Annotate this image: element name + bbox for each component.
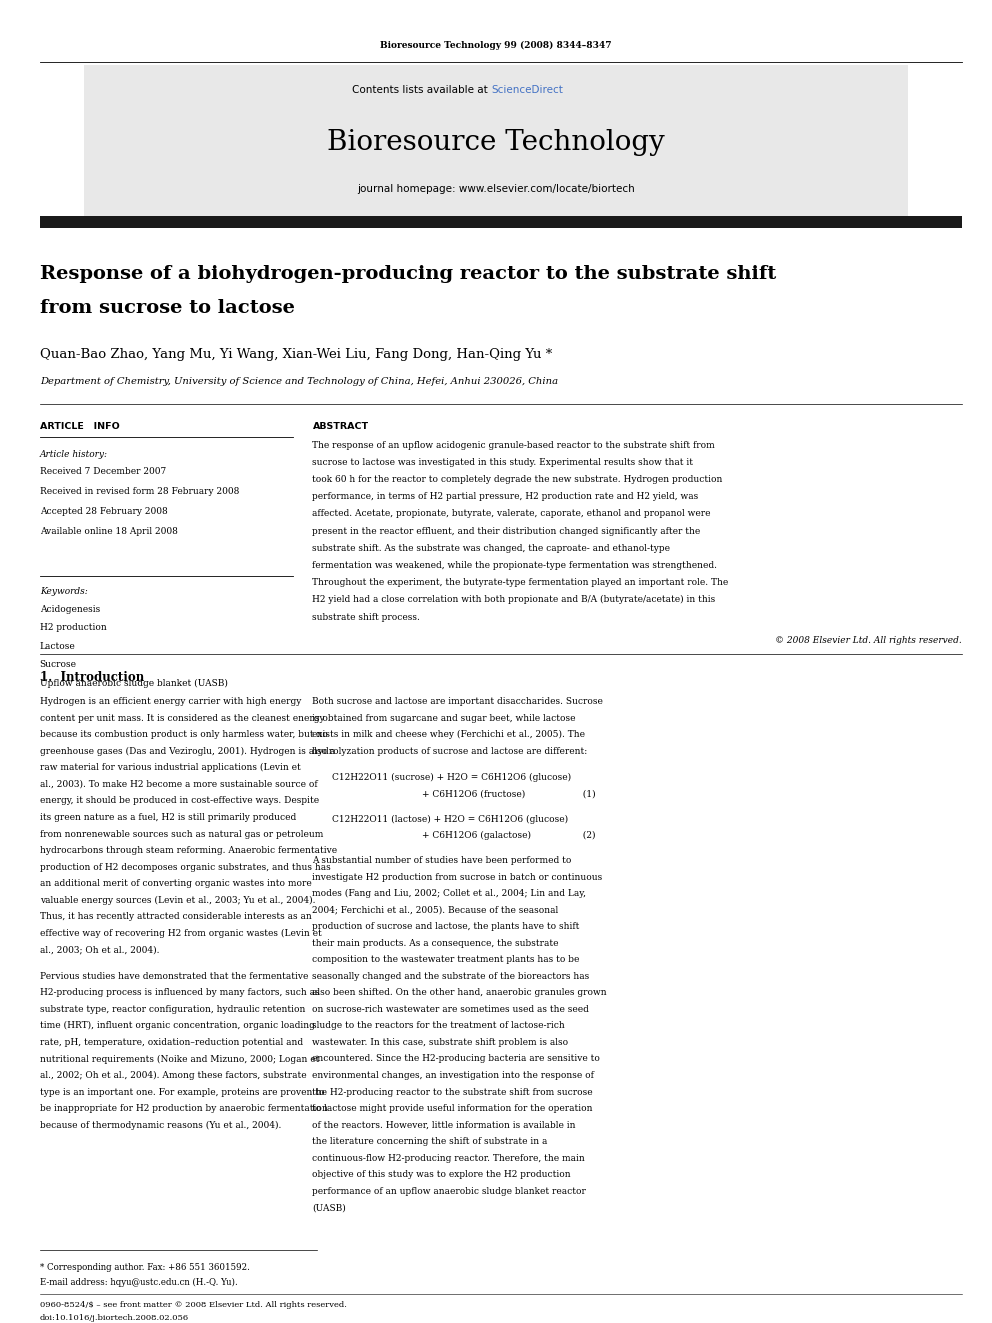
Text: A substantial number of studies have been performed to: A substantial number of studies have bee… <box>312 856 571 865</box>
Text: their main products. As a consequence, the substrate: their main products. As a consequence, t… <box>312 938 558 947</box>
Text: Available online 18 April 2008: Available online 18 April 2008 <box>40 527 178 536</box>
Text: substrate type, reactor configuration, hydraulic retention: substrate type, reactor configuration, h… <box>40 1004 306 1013</box>
Text: al., 2003; Oh et al., 2004).: al., 2003; Oh et al., 2004). <box>40 945 159 954</box>
Text: (UASB): (UASB) <box>312 1203 346 1212</box>
Text: Keywords:: Keywords: <box>40 587 87 597</box>
Text: doi:10.1016/j.biortech.2008.02.056: doi:10.1016/j.biortech.2008.02.056 <box>40 1314 188 1322</box>
Text: affected. Acetate, propionate, butyrate, valerate, caporate, ethanol and propano: affected. Acetate, propionate, butyrate,… <box>312 509 711 519</box>
Text: Response of a biohydrogen-producing reactor to the substrate shift: Response of a biohydrogen-producing reac… <box>40 265 776 283</box>
Text: content per unit mass. It is considered as the cleanest energy: content per unit mass. It is considered … <box>40 714 324 722</box>
Text: Contents lists available at: Contents lists available at <box>352 85 491 95</box>
Text: sludge to the reactors for the treatment of lactose-rich: sludge to the reactors for the treatment… <box>312 1021 565 1031</box>
Text: * Corresponding author. Fax: +86 551 3601592.: * Corresponding author. Fax: +86 551 360… <box>40 1263 250 1273</box>
Text: H2-producing process is influenced by many factors, such as: H2-producing process is influenced by ma… <box>40 988 319 998</box>
FancyBboxPatch shape <box>40 216 962 228</box>
Text: E-mail address: hqyu@ustc.edu.cn (H.-Q. Yu).: E-mail address: hqyu@ustc.edu.cn (H.-Q. … <box>40 1278 237 1287</box>
Text: © 2008 Elsevier Ltd. All rights reserved.: © 2008 Elsevier Ltd. All rights reserved… <box>776 636 962 646</box>
Text: is obtained from sugarcane and sugar beet, while lactose: is obtained from sugarcane and sugar bee… <box>312 714 576 722</box>
Text: to lactose might provide useful information for the operation: to lactose might provide useful informat… <box>312 1103 593 1113</box>
Text: substrate shift. As the substrate was changed, the caproate- and ethanol-type: substrate shift. As the substrate was ch… <box>312 544 671 553</box>
Text: objective of this study was to explore the H2 production: objective of this study was to explore t… <box>312 1170 571 1179</box>
Text: journal homepage: www.elsevier.com/locate/biortech: journal homepage: www.elsevier.com/locat… <box>357 184 635 194</box>
Text: raw material for various industrial applications (Levin et: raw material for various industrial appl… <box>40 763 301 773</box>
Text: on sucrose-rich wastewater are sometimes used as the seed: on sucrose-rich wastewater are sometimes… <box>312 1004 589 1013</box>
Text: hydrocarbons through steam reforming. Anaerobic fermentative: hydrocarbons through steam reforming. An… <box>40 845 337 855</box>
FancyBboxPatch shape <box>84 65 908 228</box>
Text: Upflow anaerobic sludge blanket (UASB): Upflow anaerobic sludge blanket (UASB) <box>40 679 227 688</box>
Text: the literature concerning the shift of substrate in a: the literature concerning the shift of s… <box>312 1136 548 1146</box>
Text: production of sucrose and lactose, the plants have to shift: production of sucrose and lactose, the p… <box>312 922 580 931</box>
Text: Department of Chemistry, University of Science and Technology of China, Hefei, A: Department of Chemistry, University of S… <box>40 377 558 386</box>
Text: energy, it should be produced in cost-effective ways. Despite: energy, it should be produced in cost-ef… <box>40 796 318 806</box>
Text: 0960-8524/$ – see front matter © 2008 Elsevier Ltd. All rights reserved.: 0960-8524/$ – see front matter © 2008 El… <box>40 1301 346 1308</box>
Text: because its combustion product is only harmless water, but no: because its combustion product is only h… <box>40 730 327 740</box>
Text: modes (Fang and Liu, 2002; Collet et al., 2004; Lin and Lay,: modes (Fang and Liu, 2002; Collet et al.… <box>312 889 586 898</box>
Text: greenhouse gases (Das and Veziroglu, 2001). Hydrogen is also a: greenhouse gases (Das and Veziroglu, 200… <box>40 746 335 755</box>
Text: valuable energy sources (Levin et al., 2003; Yu et al., 2004).: valuable energy sources (Levin et al., 2… <box>40 896 315 905</box>
Text: an additional merit of converting organic wastes into more: an additional merit of converting organi… <box>40 878 311 888</box>
Text: encountered. Since the H2-producing bacteria are sensitive to: encountered. Since the H2-producing bact… <box>312 1054 600 1064</box>
Text: substrate shift process.: substrate shift process. <box>312 613 421 622</box>
Text: type is an important one. For example, proteins are proven to: type is an important one. For example, p… <box>40 1088 324 1097</box>
Text: al., 2003). To make H2 become a more sustainable source of: al., 2003). To make H2 become a more sus… <box>40 779 317 789</box>
Text: performance of an upflow anaerobic sludge blanket reactor: performance of an upflow anaerobic sludg… <box>312 1187 586 1196</box>
Text: from sucrose to lactose: from sucrose to lactose <box>40 299 295 318</box>
Text: sucrose to lactose was investigated in this study. Experimental results show tha: sucrose to lactose was investigated in t… <box>312 458 693 467</box>
Text: 2004; Ferchichi et al., 2005). Because of the seasonal: 2004; Ferchichi et al., 2005). Because o… <box>312 905 558 914</box>
Text: present in the reactor effluent, and their distribution changed significantly af: present in the reactor effluent, and the… <box>312 527 700 536</box>
Text: exists in milk and cheese whey (Ferchichi et al., 2005). The: exists in milk and cheese whey (Ferchich… <box>312 730 585 740</box>
Text: Hydrogen is an efficient energy carrier with high energy: Hydrogen is an efficient energy carrier … <box>40 697 301 706</box>
Text: H2 yield had a close correlation with both propionate and B/A (butyrate/acetate): H2 yield had a close correlation with bo… <box>312 595 716 605</box>
Text: time (HRT), influent organic concentration, organic loading: time (HRT), influent organic concentrati… <box>40 1021 314 1031</box>
Text: composition to the wastewater treatment plants has to be: composition to the wastewater treatment … <box>312 955 580 964</box>
Text: al., 2002; Oh et al., 2004). Among these factors, substrate: al., 2002; Oh et al., 2004). Among these… <box>40 1070 307 1080</box>
Text: Bioresource Technology 99 (2008) 8344–8347: Bioresource Technology 99 (2008) 8344–83… <box>380 41 612 49</box>
Text: Quan-Bao Zhao, Yang Mu, Yi Wang, Xian-Wei Liu, Fang Dong, Han-Qing Yu *: Quan-Bao Zhao, Yang Mu, Yi Wang, Xian-We… <box>40 348 552 361</box>
Text: seasonally changed and the substrate of the bioreactors has: seasonally changed and the substrate of … <box>312 971 589 980</box>
Text: H2 production: H2 production <box>40 623 106 632</box>
Text: ScienceDirect: ScienceDirect <box>491 85 562 95</box>
Text: its green nature as a fuel, H2 is still primarily produced: its green nature as a fuel, H2 is still … <box>40 812 296 822</box>
Text: of the reactors. However, little information is available in: of the reactors. However, little informa… <box>312 1121 576 1130</box>
Text: + C6H12O6 (fructose)                    (1): + C6H12O6 (fructose) (1) <box>422 790 595 799</box>
Text: effective way of recovering H2 from organic wastes (Levin et: effective way of recovering H2 from orga… <box>40 929 321 938</box>
Text: hydrolyzation products of sucrose and lactose are different:: hydrolyzation products of sucrose and la… <box>312 746 587 755</box>
Text: because of thermodynamic reasons (Yu et al., 2004).: because of thermodynamic reasons (Yu et … <box>40 1121 281 1130</box>
Text: Thus, it has recently attracted considerable interests as an: Thus, it has recently attracted consider… <box>40 912 311 921</box>
Text: Sucrose: Sucrose <box>40 660 76 669</box>
Text: Pervious studies have demonstrated that the fermentative: Pervious studies have demonstrated that … <box>40 971 309 980</box>
Text: ARTICLE   INFO: ARTICLE INFO <box>40 422 119 431</box>
Text: environmental changes, an investigation into the response of: environmental changes, an investigation … <box>312 1070 594 1080</box>
Text: nutritional requirements (Noike and Mizuno, 2000; Logan et: nutritional requirements (Noike and Mizu… <box>40 1054 319 1064</box>
Text: The response of an upflow acidogenic granule-based reactor to the substrate shif: The response of an upflow acidogenic gra… <box>312 441 715 450</box>
Text: Bioresource Technology: Bioresource Technology <box>327 130 665 156</box>
Text: continuous-flow H2-producing reactor. Therefore, the main: continuous-flow H2-producing reactor. Th… <box>312 1154 585 1163</box>
Text: performance, in terms of H2 partial pressure, H2 production rate and H2 yield, w: performance, in terms of H2 partial pres… <box>312 492 698 501</box>
Text: Both sucrose and lactose are important disaccharides. Sucrose: Both sucrose and lactose are important d… <box>312 697 603 706</box>
Text: Received 7 December 2007: Received 7 December 2007 <box>40 467 166 476</box>
Text: be inappropriate for H2 production by anaerobic fermentation: be inappropriate for H2 production by an… <box>40 1103 327 1113</box>
Text: took 60 h for the reactor to completely degrade the new substrate. Hydrogen prod: took 60 h for the reactor to completely … <box>312 475 723 484</box>
Text: investigate H2 production from sucrose in batch or continuous: investigate H2 production from sucrose i… <box>312 872 603 881</box>
Text: also been shifted. On the other hand, anaerobic granules grown: also been shifted. On the other hand, an… <box>312 988 607 998</box>
Text: Lactose: Lactose <box>40 642 75 651</box>
Text: fermentation was weakened, while the propionate-type fermentation was strengthen: fermentation was weakened, while the pro… <box>312 561 717 570</box>
Text: C12H22O11 (lactose) + H2O = C6H12O6 (glucose): C12H22O11 (lactose) + H2O = C6H12O6 (glu… <box>332 815 568 824</box>
Text: Accepted 28 February 2008: Accepted 28 February 2008 <box>40 507 168 516</box>
Text: rate, pH, temperature, oxidation–reduction potential and: rate, pH, temperature, oxidation–reducti… <box>40 1037 303 1046</box>
Text: production of H2 decomposes organic substrates, and thus has: production of H2 decomposes organic subs… <box>40 863 330 872</box>
Text: Article history:: Article history: <box>40 450 108 459</box>
Text: wastewater. In this case, substrate shift problem is also: wastewater. In this case, substrate shif… <box>312 1037 568 1046</box>
Text: Throughout the experiment, the butyrate-type fermentation played an important ro: Throughout the experiment, the butyrate-… <box>312 578 729 587</box>
Text: Acidogenesis: Acidogenesis <box>40 605 100 614</box>
Text: + C6H12O6 (galactose)                  (2): + C6H12O6 (galactose) (2) <box>422 831 595 840</box>
Text: 1.  Introduction: 1. Introduction <box>40 671 144 684</box>
Text: from nonrenewable sources such as natural gas or petroleum: from nonrenewable sources such as natura… <box>40 830 323 839</box>
Text: Received in revised form 28 February 2008: Received in revised form 28 February 200… <box>40 487 239 496</box>
Text: the H2-producing reactor to the substrate shift from sucrose: the H2-producing reactor to the substrat… <box>312 1088 593 1097</box>
Text: C12H22O11 (sucrose) + H2O = C6H12O6 (glucose): C12H22O11 (sucrose) + H2O = C6H12O6 (glu… <box>332 773 571 782</box>
Text: ABSTRACT: ABSTRACT <box>312 422 369 431</box>
